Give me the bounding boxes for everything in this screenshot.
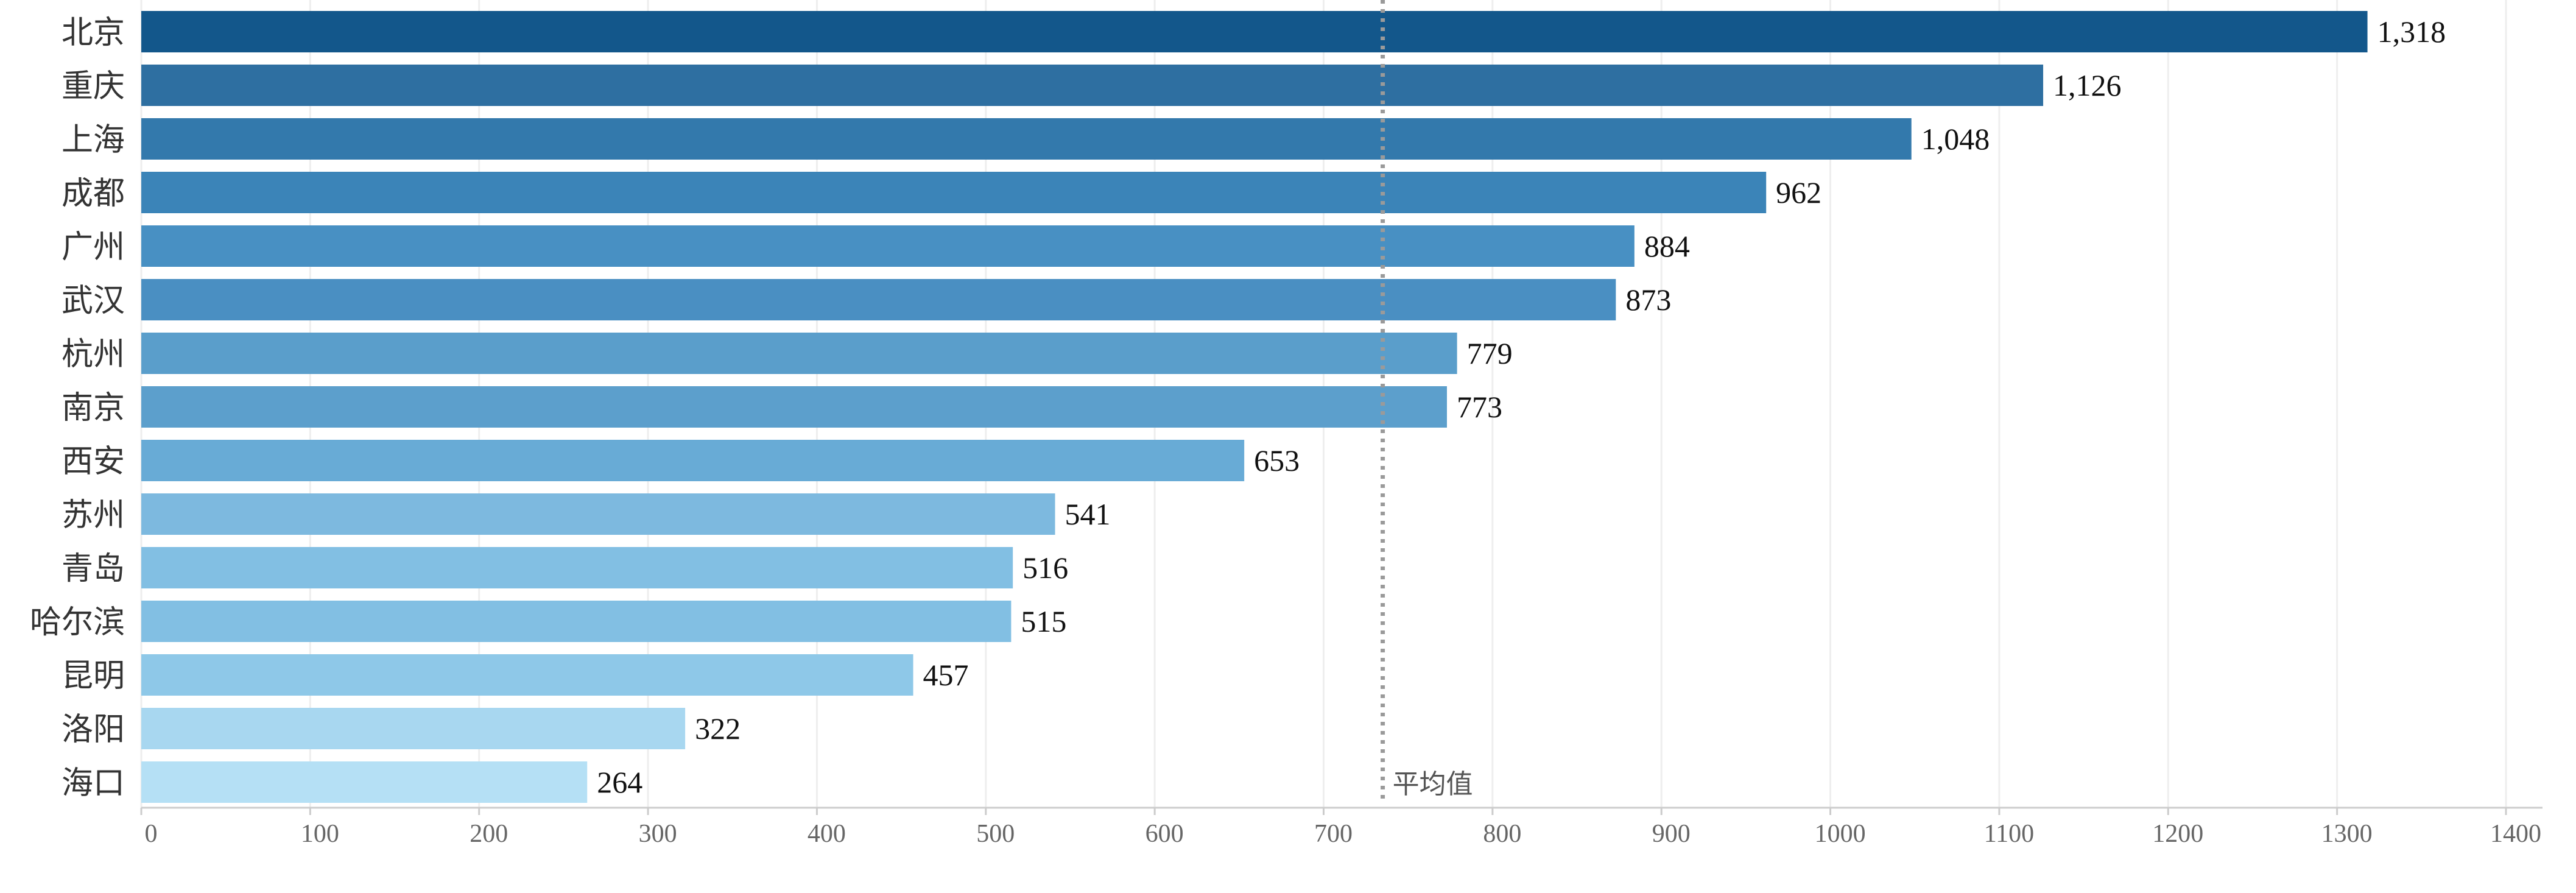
bar	[141, 493, 1055, 535]
bar-value-label: 779	[1467, 336, 1513, 370]
x-tick-label: 1200	[2152, 820, 2203, 848]
category-label: 洛阳	[62, 711, 125, 748]
category-label: 海口	[62, 765, 125, 802]
category-label: 北京	[62, 15, 125, 51]
category-label: 广州	[62, 229, 125, 266]
bar	[141, 547, 1013, 588]
axis-layer: 0 100 200 300 400 500 600 700 800 900 1000 1100 1200…	[140, 807, 2543, 848]
bar-value-label: 541	[1065, 497, 1111, 531]
bar-value-label: 1,126	[2053, 68, 2122, 102]
bar-value-label: 873	[1625, 283, 1671, 317]
average-line-label: 平均值	[1393, 769, 1473, 800]
x-tick-label: 400	[808, 820, 846, 848]
x-tick-label: 500	[976, 820, 1015, 848]
label-layer: 1,318 北京 1,126 重庆 1,048 上海 962 成都 884 广州 873 武汉 779 杭…	[30, 15, 2446, 802]
bar	[141, 386, 1447, 428]
bar	[141, 118, 1912, 160]
x-tick-label: 800	[1483, 820, 1521, 848]
bar-value-label: 457	[923, 658, 969, 692]
category-label: 西安	[62, 443, 125, 480]
bar	[141, 225, 1635, 267]
bar-layer	[141, 11, 2368, 803]
x-tick-label: 600	[1145, 820, 1184, 848]
bar	[141, 708, 686, 749]
bar-value-label: 516	[1022, 551, 1068, 585]
bar	[141, 333, 1457, 374]
bar	[141, 11, 2368, 52]
bar-value-label: 653	[1254, 443, 1300, 478]
x-tick-label: 1300	[2321, 820, 2373, 848]
bar	[141, 65, 2044, 106]
bar-value-label: 962	[1776, 175, 1821, 210]
x-tick-label: 200	[470, 820, 508, 848]
bar-value-label: 773	[1457, 390, 1502, 424]
bar-value-label: 1,048	[1921, 122, 1990, 156]
bar-value-label: 322	[695, 711, 741, 746]
bar-value-label: 1,318	[2377, 15, 2446, 49]
bar	[141, 172, 1767, 213]
bar-value-label: 515	[1021, 604, 1066, 638]
x-tick-label: 1400	[2490, 820, 2541, 848]
bar	[141, 601, 1012, 642]
category-label: 上海	[62, 122, 125, 158]
bar	[141, 279, 1616, 320]
category-label: 成都	[62, 175, 125, 212]
category-label: 昆明	[62, 658, 125, 694]
category-label: 重庆	[62, 68, 125, 105]
x-tick-label: 100	[301, 820, 339, 848]
category-label: 武汉	[62, 283, 125, 319]
x-tick-label: 300	[639, 820, 677, 848]
x-tick-label: 1100	[1984, 820, 2034, 848]
bar-value-label: 884	[1644, 229, 1690, 263]
bar-value-label: 264	[597, 765, 642, 799]
x-tick-label: 700	[1314, 820, 1353, 848]
x-tick-label: 900	[1652, 820, 1691, 848]
x-tick-label: 1000	[1815, 820, 1866, 848]
bar	[141, 440, 1245, 481]
bar	[141, 654, 913, 696]
category-label: 南京	[62, 390, 125, 426]
category-label: 杭州	[62, 336, 125, 373]
category-label: 苏州	[62, 497, 125, 534]
x-tick-label: 0	[145, 820, 158, 848]
category-label: 哈尔滨	[30, 604, 125, 641]
bar	[141, 761, 588, 803]
average-line-layer: 平均值	[1381, 0, 1473, 802]
category-label: 青岛	[62, 551, 125, 587]
